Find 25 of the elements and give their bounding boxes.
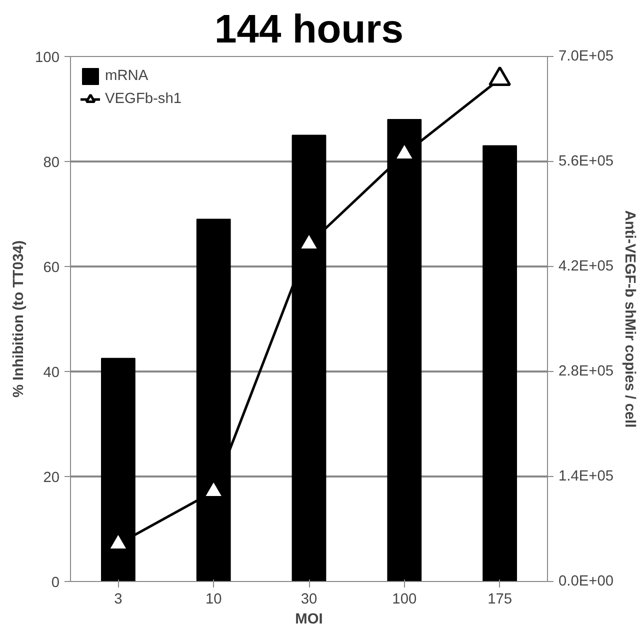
bar: [482, 145, 517, 582]
y2-tick-label: 2.8E+05: [558, 364, 614, 380]
legend-label: VEGFb-sh1: [105, 91, 182, 107]
y-axis-title: % Inhibition (to TT034): [11, 240, 28, 398]
chart-title: 144 hours: [214, 8, 404, 52]
y2-tick-label: 7.0E+05: [558, 48, 614, 64]
x-tick-label: 175: [488, 592, 512, 608]
y-tick-label: 80: [43, 155, 60, 171]
y2-tick-label: 0.0E+00: [558, 574, 614, 590]
y-tick-label: 60: [43, 260, 60, 276]
x-tick-label: 30: [300, 592, 318, 608]
y-tick-label: 100: [35, 50, 60, 66]
y2-tick-label: 5.6E+05: [558, 154, 614, 170]
y2-tick-label: 1.4E+05: [558, 468, 614, 484]
y-tick-label: 0: [51, 575, 60, 591]
x-axis-title: MOI: [295, 612, 323, 628]
y-tick-label: 20: [43, 470, 60, 486]
point: [488, 66, 512, 86]
y2-axis-title: Anti-VEGF-b shMir copies / cell: [622, 210, 638, 428]
x-tick-label: 100: [392, 592, 417, 608]
y2-tick-label: 4.2E+05: [558, 258, 614, 274]
x-tick-label: 10: [205, 592, 222, 608]
x-tick-label: 3: [114, 592, 122, 608]
legend-label: mRNA: [105, 68, 148, 84]
y-tick-label: 40: [43, 365, 60, 381]
